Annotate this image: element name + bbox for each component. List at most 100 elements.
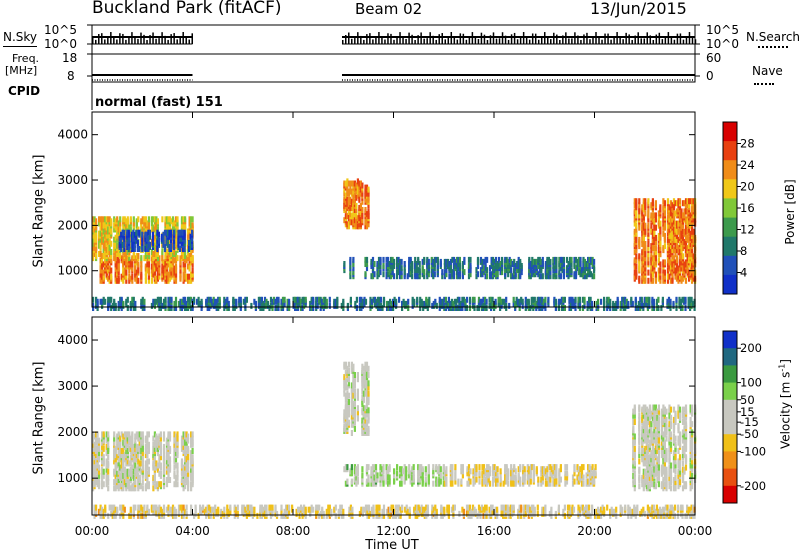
- echo-cell-0-6: [633, 249, 636, 256]
- echo-cell-1-2: [421, 476, 424, 483]
- echo-cell-0-7: [494, 298, 497, 305]
- echo-cell-1-0: [128, 468, 131, 475]
- nsky-bar: [685, 36, 688, 44]
- echo-cell-1-1: [343, 361, 346, 368]
- echo-cell-0-0: [131, 277, 134, 284]
- echo-cell-1-1: [361, 417, 364, 424]
- echo-cell-0-4: [379, 269, 382, 276]
- echo-cell-1-0: [134, 437, 137, 444]
- echo-cell-0-7: [625, 302, 628, 309]
- nsky-bar: [486, 39, 489, 44]
- echo-cell-0-2: [156, 229, 159, 236]
- echo-cell-0-6: [650, 212, 653, 219]
- echo-cell-0-0: [174, 271, 178, 278]
- echo-cell-0-7: [669, 298, 672, 305]
- echo-cell-0-7: [422, 305, 425, 311]
- echo-cell-0-7: [497, 296, 500, 303]
- echo-cell-1-0: [119, 445, 122, 452]
- echo-cell-0-6: [657, 267, 660, 274]
- echo-cell-1-0: [180, 439, 184, 446]
- echo-cell-1-0: [191, 435, 194, 442]
- echo-cell-1-0: [173, 441, 176, 448]
- echo-cell-1-1: [365, 361, 369, 368]
- echo-cell-0-0: [117, 263, 120, 270]
- echo-cell-0-5: [476, 263, 480, 269]
- echo-cell-0-4: [352, 256, 355, 263]
- echo-cell-0-1: [141, 216, 144, 223]
- echo-cell-0-7: [196, 298, 199, 305]
- echo-cell-0-7: [404, 300, 407, 307]
- echo-cell-0-5: [540, 258, 543, 265]
- echo-cell-0-7: [473, 305, 476, 311]
- echo-cell-0-7: [667, 296, 671, 303]
- echo-cell-1-3: [507, 468, 510, 475]
- echo-cell-0-2: [162, 231, 165, 238]
- echo-cell-1-1: [362, 430, 365, 436]
- echo-cell-0-4: [390, 263, 393, 269]
- echo-cell-0-6: [674, 259, 677, 266]
- echo-cell-0-1: [92, 236, 95, 243]
- echo-cell-0-6: [666, 277, 670, 284]
- echo-cell-0-5: [501, 256, 504, 263]
- echo-cell-1-2: [424, 480, 427, 487]
- echo-cell-0-6: [691, 224, 694, 231]
- echo-cell-1-2: [371, 464, 375, 471]
- nsky-bar: [354, 38, 356, 44]
- echo-cell-0-5: [528, 263, 531, 269]
- echo-cell-0-5: [484, 256, 487, 263]
- echo-cell-0-3: [356, 184, 359, 191]
- echo-cell-1-0: [182, 431, 185, 438]
- echo-cell-0-1: [95, 218, 98, 225]
- echo-cell-0-5: [538, 273, 541, 280]
- echo-cell-0-7: [300, 305, 303, 311]
- echo-cell-0-7: [577, 300, 580, 307]
- echo-cell-0-2: [138, 229, 141, 236]
- echo-cell-0-1: [180, 253, 184, 259]
- echo-cell-1-3: [492, 464, 495, 471]
- echo-cell-1-2: [432, 468, 435, 475]
- echo-cell-0-6: [633, 273, 636, 280]
- echo-cell-0-0: [101, 267, 104, 274]
- echo-cell-1-0: [96, 437, 99, 444]
- echo-cell-0-3: [358, 205, 361, 211]
- echo-cell-0-4: [417, 273, 420, 280]
- echo-cell-0-7: [379, 296, 383, 303]
- echo-cell-1-3: [495, 480, 498, 487]
- echo-cell-0-7: [140, 298, 143, 305]
- echo-cell-0-0: [152, 271, 155, 278]
- echo-cell-0-5: [482, 265, 486, 272]
- echo-cell-1-2: [388, 464, 391, 471]
- nsky-bar: [131, 32, 133, 44]
- echo-cell-1-0: [95, 437, 98, 444]
- echo-cell-1-0: [116, 483, 119, 490]
- nsky-bar: [474, 37, 477, 44]
- echo-cell-0-0: [101, 257, 104, 264]
- echo-cell-1-0: [98, 454, 101, 461]
- echo-cell-0-7: [294, 296, 297, 303]
- echo-cell-1-0: [185, 466, 188, 473]
- echo-cell-0-7: [184, 296, 187, 303]
- echo-cell-0-7: [395, 298, 398, 305]
- echo-cell-0-6: [677, 206, 680, 213]
- echo-cell-0-4: [430, 267, 433, 274]
- echo-cell-0-6: [691, 247, 694, 254]
- echo-cell-1-0: [128, 445, 131, 452]
- echo-cell-1-0: [182, 443, 185, 450]
- echo-cell-0-7: [277, 305, 280, 311]
- echo-cell-1-0: [190, 431, 193, 438]
- echo-cell-0-6: [684, 259, 688, 266]
- echo-cell-1-0: [120, 448, 123, 454]
- echo-cell-0-5: [451, 269, 454, 276]
- echo-cell-1-0: [98, 450, 101, 457]
- echo-cell-0-1: [187, 232, 190, 239]
- echo-cell-1-0: [152, 441, 155, 448]
- echo-cell-0-0: [128, 267, 131, 274]
- echo-cell-1-0: [107, 479, 110, 486]
- echo-cell-0-5: [531, 256, 534, 263]
- nsky-bar: [155, 38, 157, 44]
- echo-cell-1-0: [132, 443, 135, 450]
- echo-cell-0-7: [530, 302, 533, 309]
- echo-cell-0-7: [480, 298, 484, 305]
- echo-cell-0-5: [484, 265, 487, 272]
- echo-cell-0-7: [447, 305, 450, 311]
